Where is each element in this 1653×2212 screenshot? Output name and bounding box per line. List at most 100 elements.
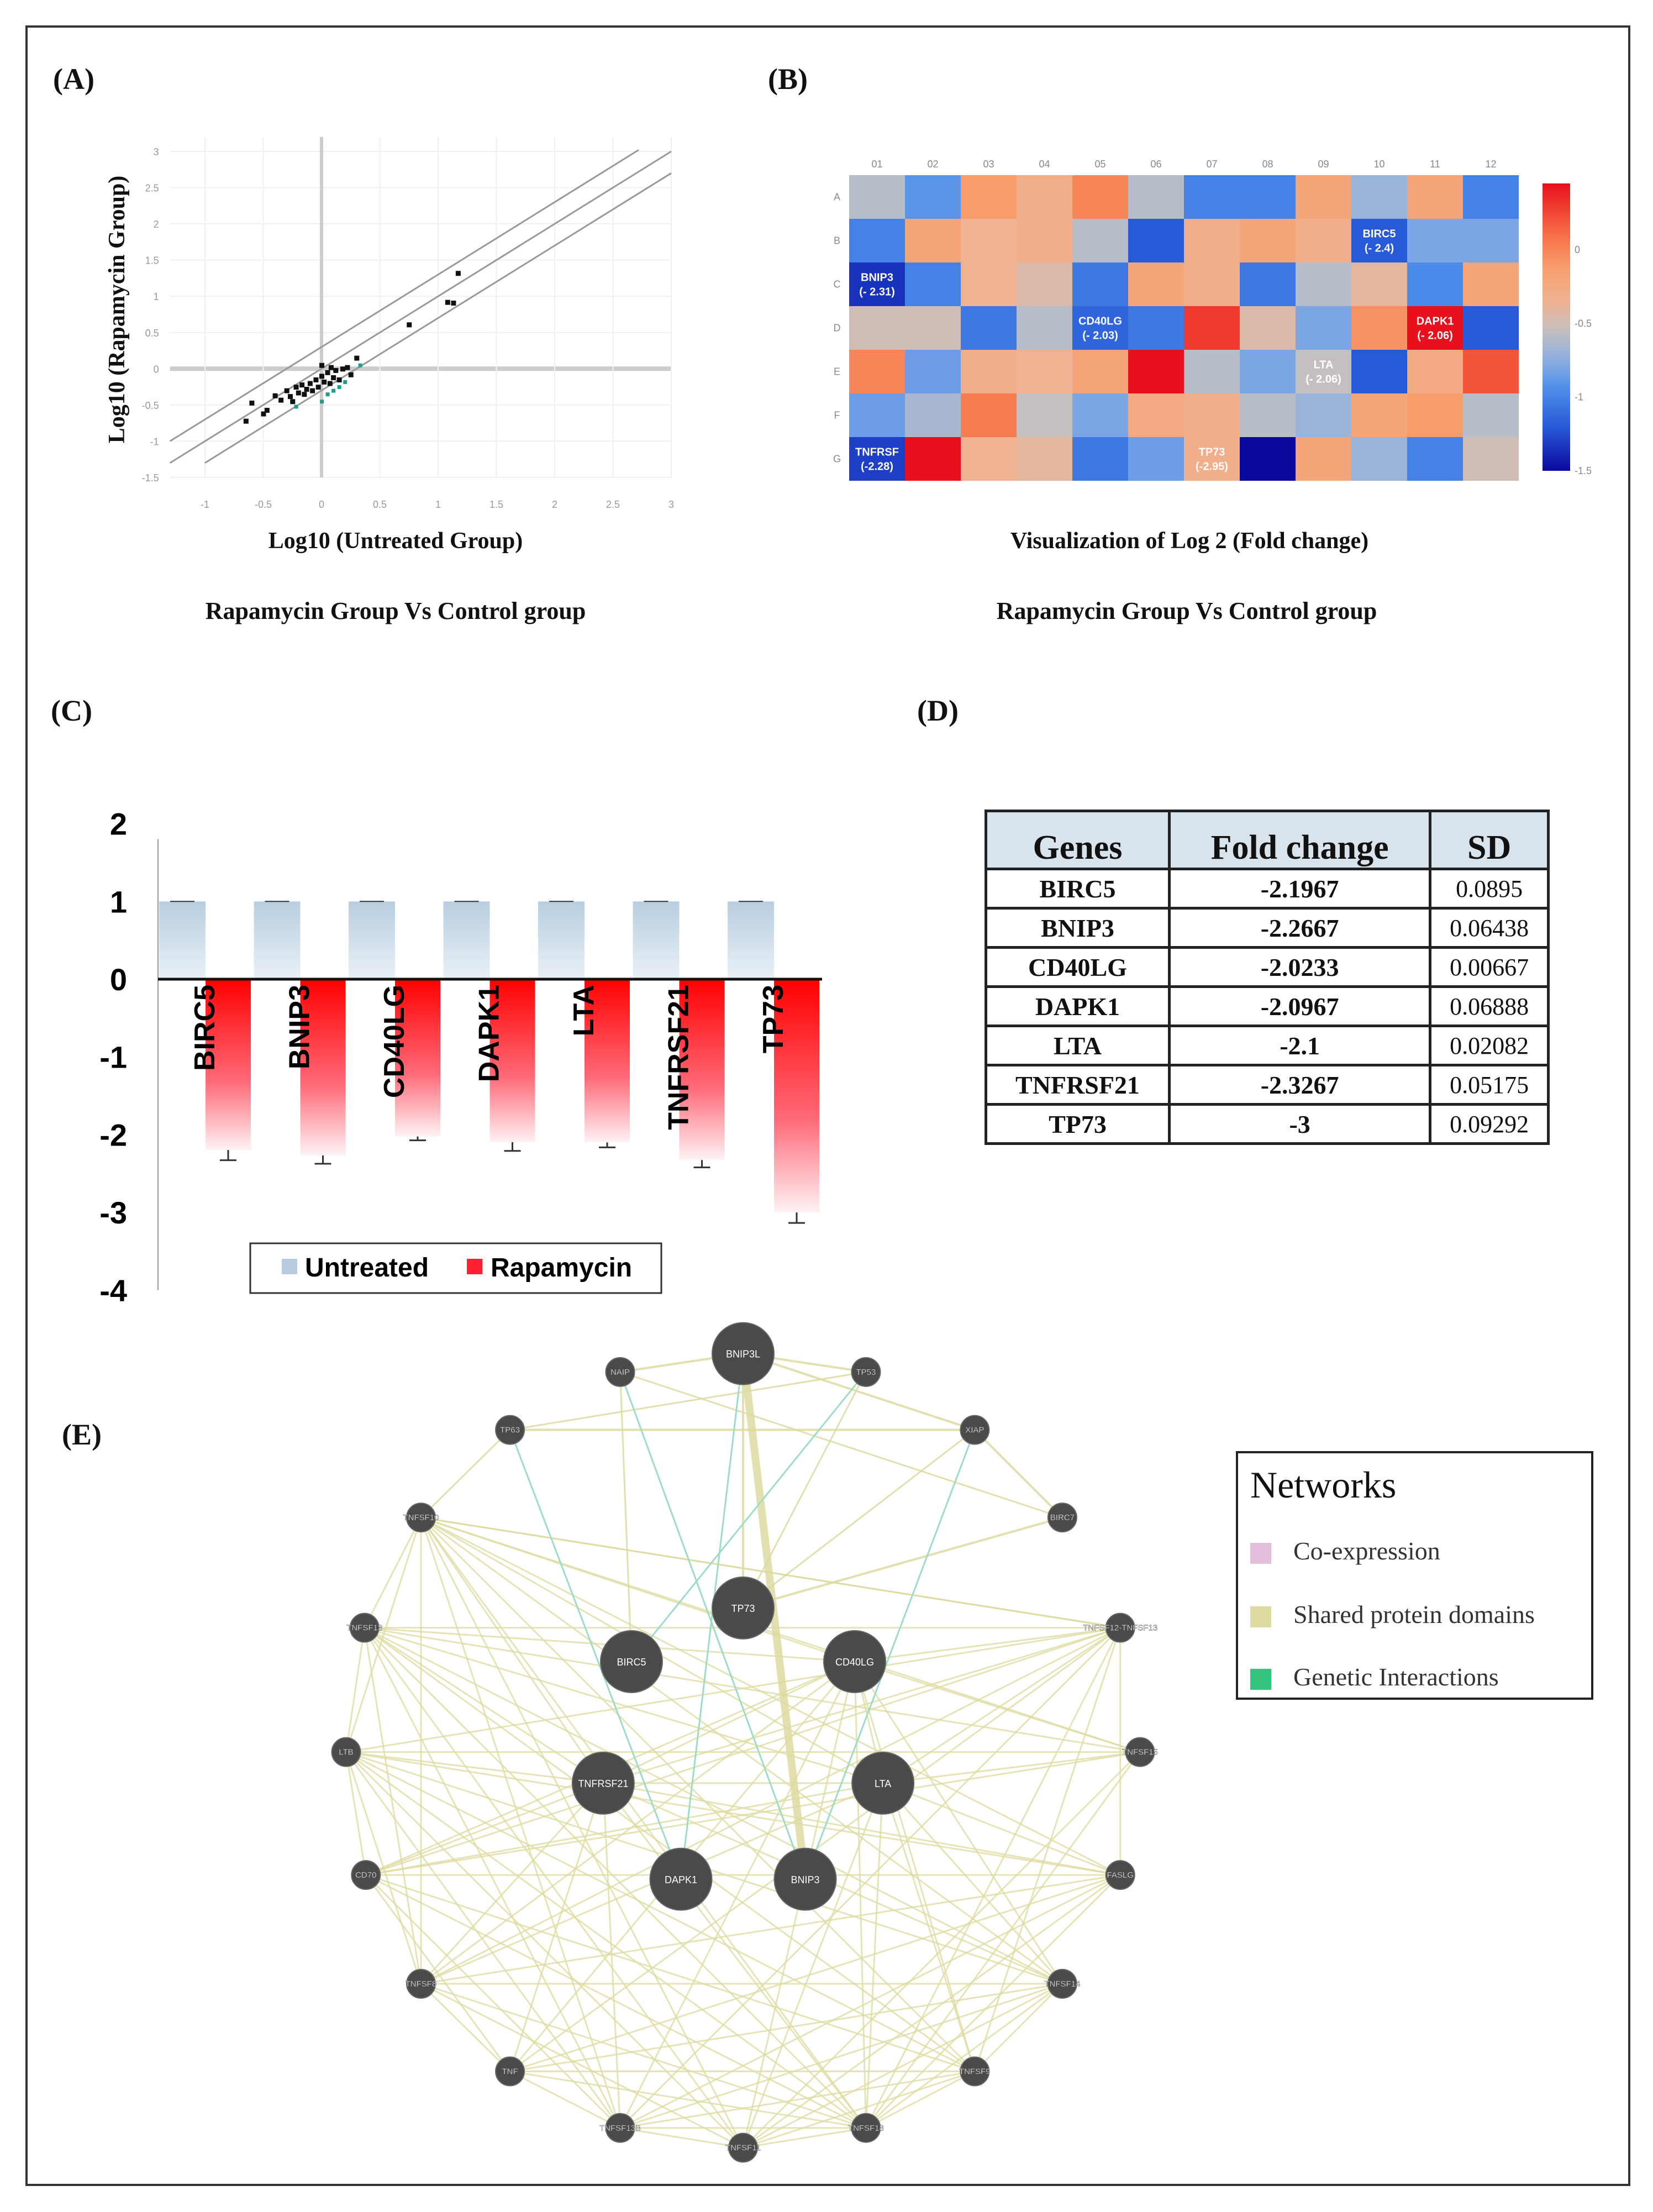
heatmap-cell <box>849 350 905 393</box>
edge-shared-domains <box>620 1983 1063 2129</box>
gene-cell: BIRC5 <box>985 868 1171 910</box>
edge-shared-domains <box>509 2071 621 2129</box>
edge-shared-domains <box>882 1782 1063 1985</box>
heatmap-cell <box>1184 262 1240 306</box>
edge-shared-domains <box>420 1516 1120 1629</box>
data-point <box>296 390 301 396</box>
gene-node-label: FASLG <box>1107 1871 1134 1880</box>
edge-shared-domains <box>509 1874 1121 2072</box>
table-row: DAPK1 -2.0967 0.06888 <box>985 985 1550 1027</box>
fold-change-cell: -2.1967 <box>1167 868 1432 910</box>
edge-shared-domains <box>345 1751 867 2129</box>
row-label: D <box>834 323 841 334</box>
data-point <box>319 374 324 379</box>
heatmap-cell <box>1128 437 1184 481</box>
heatmap-cell <box>1017 175 1072 219</box>
gene-node-label: TNFSF13B <box>599 2124 641 2133</box>
bar-untreated <box>728 901 774 979</box>
heatmap-cell <box>1184 219 1240 262</box>
data-point <box>354 355 360 361</box>
gene-node-label: CD70 <box>355 1871 376 1880</box>
gene-node-label: BIRC5 <box>617 1657 646 1668</box>
heatmap-cell <box>1296 306 1351 350</box>
legend-swatch-rapamycin <box>467 1259 482 1274</box>
y-tick-label: -0.5 <box>142 400 159 411</box>
legend-label: Shared protein domains <box>1293 1600 1535 1628</box>
gene-node-label: TNFSF9 <box>959 2067 991 2077</box>
data-point <box>331 375 336 381</box>
column-label: 06 <box>1150 159 1161 170</box>
legend-label-untreated: Untreated <box>305 1253 429 1283</box>
data-point <box>340 366 345 372</box>
colorbar <box>1543 183 1570 471</box>
gene-node-label: TNFSF13 <box>346 1623 382 1633</box>
heatmap-cell <box>1407 437 1463 481</box>
data-point <box>272 393 278 398</box>
bar-untreated <box>159 901 206 979</box>
gene-node <box>1105 1612 1135 1643</box>
y-tick-label: 3 <box>154 146 159 157</box>
heatmap-cell <box>1017 350 1072 393</box>
gene-node-label: BNIP3 <box>791 1874 819 1885</box>
edge-shared-domains <box>854 1627 1120 1663</box>
heatmap-cell <box>1296 437 1351 481</box>
cell-gene-label: TNFRSF <box>855 446 899 459</box>
heatmap-cell <box>905 175 961 219</box>
heatmap-cell <box>849 306 905 350</box>
edge-shared-domains <box>619 1627 1121 2129</box>
edge-shared-domains <box>739 1353 809 1880</box>
gene-node <box>823 1630 886 1694</box>
heatmap-cell <box>1128 306 1184 350</box>
edge-shared-domains <box>973 1429 1064 1519</box>
data-point <box>304 387 309 392</box>
column-label: 07 <box>1206 159 1217 170</box>
column-label: 01 <box>871 159 882 170</box>
data-point <box>249 400 255 406</box>
edge-shared-domains <box>865 1783 884 2128</box>
fold-change-table: Genes Fold change SD BIRC5 -2.1967 0.0895 B… <box>985 810 1550 1145</box>
heatmap-cell <box>1184 350 1240 393</box>
fold-change-cell: -2.3267 <box>1167 1064 1432 1106</box>
heatmap-cell <box>849 393 905 437</box>
x-tick-label: 0.5 <box>373 499 387 510</box>
column-label: 02 <box>927 159 938 170</box>
gene-node <box>406 1502 436 1533</box>
y-tick-label: 0.5 <box>145 328 159 339</box>
heatmap-cell <box>1463 219 1519 262</box>
co-expression-swatch <box>1250 1543 1271 1564</box>
data-point-downregulated <box>294 404 298 409</box>
heatmap-cell <box>1072 262 1128 306</box>
data-point <box>319 362 324 368</box>
data-point <box>348 372 354 377</box>
x-tick-label: -1 <box>201 499 209 510</box>
genetic-interactions-swatch <box>1250 1669 1271 1690</box>
heatmap-cell <box>1184 306 1240 350</box>
edge-shared-domains <box>345 1517 422 1753</box>
data-point <box>451 300 456 306</box>
edge-shared-domains <box>743 1983 1063 2148</box>
gene-node-label: TP53 <box>856 1368 876 1377</box>
gene-node-label: TNFSF8 <box>406 1979 437 1989</box>
heatmap-cell <box>1240 175 1296 219</box>
heatmap-cell <box>1296 219 1351 262</box>
edge-shared-domains <box>973 1627 1122 2072</box>
x-tick-label: 2 <box>552 499 557 510</box>
fold-threshold-line <box>169 149 639 442</box>
cell-gene-label: DAPK1 <box>1417 316 1454 328</box>
network-legend-title: Networks <box>1250 1464 1397 1506</box>
legend-item-shared-protein-domains: Shared protein domains <box>1250 1600 1535 1629</box>
bar-untreated <box>254 901 301 979</box>
fold-change-cell: -2.0233 <box>1167 946 1432 988</box>
gene-node-label: TNFSF10 <box>403 1513 439 1522</box>
heatmap-cell <box>1351 175 1407 219</box>
edge-shared-domains <box>854 1661 976 2072</box>
cell-value-label: (- 2.03) <box>1082 330 1118 342</box>
data-point <box>284 388 289 393</box>
gene-node <box>605 2113 635 2143</box>
colorbar-tick: -1.5 <box>1575 465 1592 476</box>
heatmap-cell <box>1407 350 1463 393</box>
heatmap-cell <box>1463 350 1519 393</box>
edge-shared-domains <box>974 1983 1063 2072</box>
heatmap-cell <box>961 219 1017 262</box>
legend-box <box>249 1242 662 1294</box>
